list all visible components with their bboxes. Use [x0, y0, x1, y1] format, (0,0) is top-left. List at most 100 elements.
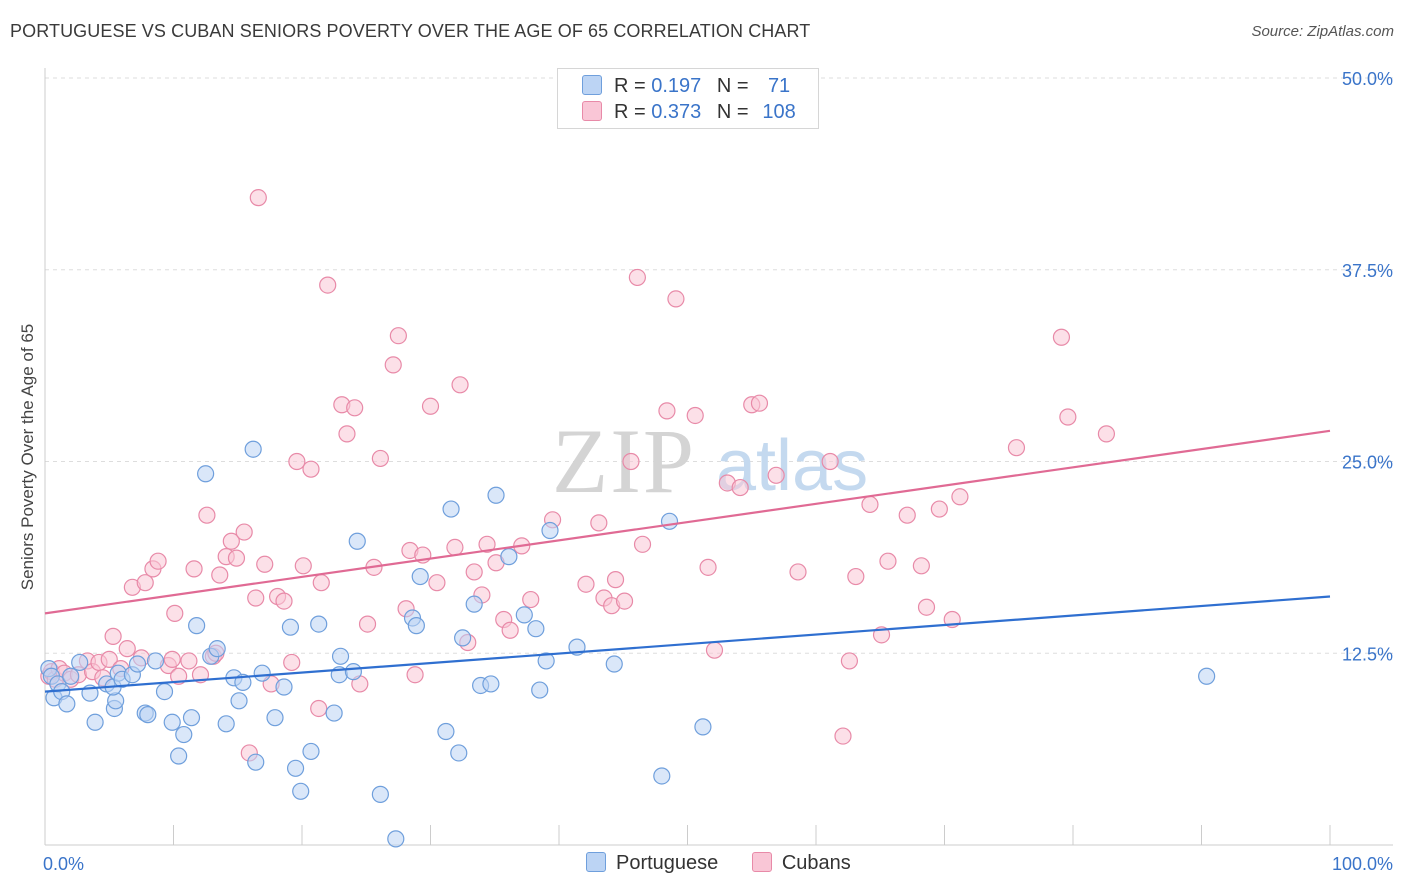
y-tick-label-2: 37.5%: [1342, 261, 1393, 281]
x-tick-label-1: 100.0%: [1332, 854, 1393, 874]
cubans-point: [371, 449, 389, 468]
cubans-point: [478, 535, 496, 553]
portuguese-point: [653, 767, 671, 785]
cubans-point: [170, 667, 188, 685]
cubans-point: [1052, 328, 1071, 346]
cubans-point: [767, 466, 785, 484]
cubans-point: [577, 575, 595, 593]
cubans-point: [861, 495, 879, 514]
n-label: N =: [716, 75, 749, 97]
r-label: R =: [614, 101, 646, 123]
cubans-point: [384, 356, 402, 374]
portuguese-point: [208, 640, 226, 658]
cubans-point: [1097, 425, 1116, 443]
cubans-point: [501, 621, 519, 639]
portuguese-point: [541, 521, 559, 540]
cubans-point: [136, 574, 154, 592]
n-value: 71: [767, 75, 791, 97]
cubans-point: [166, 604, 184, 622]
portuguese-point: [531, 681, 549, 699]
cubans-point: [667, 290, 685, 308]
n-label: N =: [716, 101, 749, 123]
cubans-point: [451, 376, 469, 394]
cubans-point: [389, 327, 407, 345]
portuguese-point: [325, 704, 343, 722]
cubans-swatch: [751, 852, 772, 872]
x-tick-label-0: 0.0%: [43, 854, 84, 874]
cubans-point: [731, 478, 749, 497]
portuguese-point: [487, 486, 505, 504]
portuguese-point: [527, 620, 545, 638]
portuguese-point: [442, 500, 460, 518]
cubans-point: [302, 460, 320, 478]
r-value: 0.373: [651, 101, 702, 123]
portuguese-point: [292, 782, 310, 800]
portuguese-swatch: [582, 75, 602, 95]
cubans-point: [358, 615, 377, 633]
cubans-point: [163, 650, 181, 668]
cubans-point: [312, 574, 330, 592]
cubans-point: [705, 641, 724, 659]
cubans-point: [211, 566, 229, 584]
cubans-point: [185, 560, 203, 578]
portuguese-point: [62, 667, 80, 685]
portuguese-trend-line: [44, 595, 1331, 693]
portuguese-point: [247, 753, 265, 771]
cubans-point: [283, 653, 301, 672]
cubans-point: [310, 699, 328, 718]
tick-labels: 12.5% 25.0% 37.5% 50.0% 0.0% 100.0%: [43, 69, 1393, 874]
portuguese-point: [281, 618, 300, 636]
r-label: R =: [614, 75, 646, 97]
portuguese-point: [387, 830, 405, 848]
trend-lines: [44, 429, 1331, 693]
cubans-point: [847, 567, 865, 586]
y-tick-label-3: 50.0%: [1342, 69, 1393, 89]
legend-label-cubans: Cubans: [781, 852, 851, 874]
portuguese-point: [348, 532, 366, 550]
cubans-point: [628, 268, 646, 287]
portuguese-swatch: [586, 852, 606, 872]
cubans-point: [249, 189, 267, 207]
portuguese-point: [605, 655, 623, 673]
grid-lines: [45, 77, 1393, 654]
cubans-point: [930, 500, 948, 518]
portuguese-point: [660, 512, 679, 530]
cubans-point: [235, 523, 253, 541]
portuguese-point: [465, 595, 483, 613]
cubans-point: [421, 397, 440, 415]
portuguese-point: [344, 663, 362, 681]
cubans-point: [615, 592, 634, 610]
cubans-point: [227, 549, 246, 567]
cubans-point: [879, 552, 897, 570]
chart-title: PORTUGUESE VS CUBAN SENIORS POVERTY OVER…: [10, 21, 811, 41]
cubans-point: [658, 402, 676, 420]
portuguese-point: [275, 678, 293, 696]
portuguese-point: [217, 715, 235, 733]
cubans-point: [1007, 439, 1026, 457]
portuguese-point: [500, 548, 518, 566]
cubans-points: [40, 189, 1116, 762]
correlation-legend: R = 0.197 N = 71 R = 0.373 N = 108: [557, 68, 819, 129]
portuguese-point: [537, 652, 555, 670]
portuguese-point: [146, 652, 165, 670]
r-value: 0.197: [651, 75, 702, 97]
portuguese-point: [197, 465, 215, 483]
cubans-point: [750, 394, 769, 412]
cubans-point: [898, 506, 916, 524]
cubans-point: [294, 557, 312, 575]
portuguese-point: [182, 709, 201, 727]
portuguese-point: [188, 617, 206, 635]
cubans-point: [338, 425, 356, 443]
portuguese-point: [86, 713, 104, 731]
portuguese-point: [407, 617, 425, 635]
cubans-point: [198, 506, 216, 524]
portuguese-point: [266, 709, 284, 727]
cubans-point: [606, 571, 625, 589]
portuguese-points: [40, 440, 1216, 848]
portuguese-point: [244, 440, 262, 458]
cubans-point: [149, 552, 167, 570]
y-tick-label-1: 25.0%: [1342, 453, 1393, 473]
cubans-point: [346, 399, 364, 417]
cubans-point: [100, 650, 118, 668]
